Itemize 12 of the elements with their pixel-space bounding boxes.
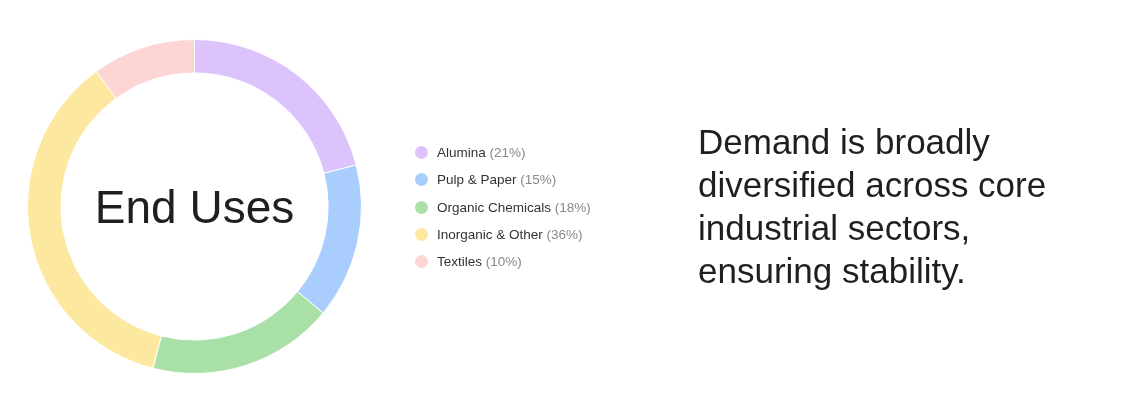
legend-label: Pulp & Paper xyxy=(437,172,517,188)
data-label: (18%) xyxy=(554,199,591,215)
data-label: (10%) xyxy=(485,254,522,270)
legend-label: Textiles xyxy=(437,254,483,270)
legend-label: Organic Chemicals xyxy=(437,199,552,215)
text: End Uses xyxy=(94,180,295,233)
legend-label: Alumina xyxy=(437,145,486,160)
data-label: (15%) xyxy=(520,172,557,188)
data-label: (36%) xyxy=(546,226,583,242)
data-label: (21%) xyxy=(489,145,526,160)
legend-label: Inorganic & Other xyxy=(437,226,543,242)
text: Demand is broadly diversified across core industrial sectors, ensuring stability. xyxy=(698,121,1048,292)
